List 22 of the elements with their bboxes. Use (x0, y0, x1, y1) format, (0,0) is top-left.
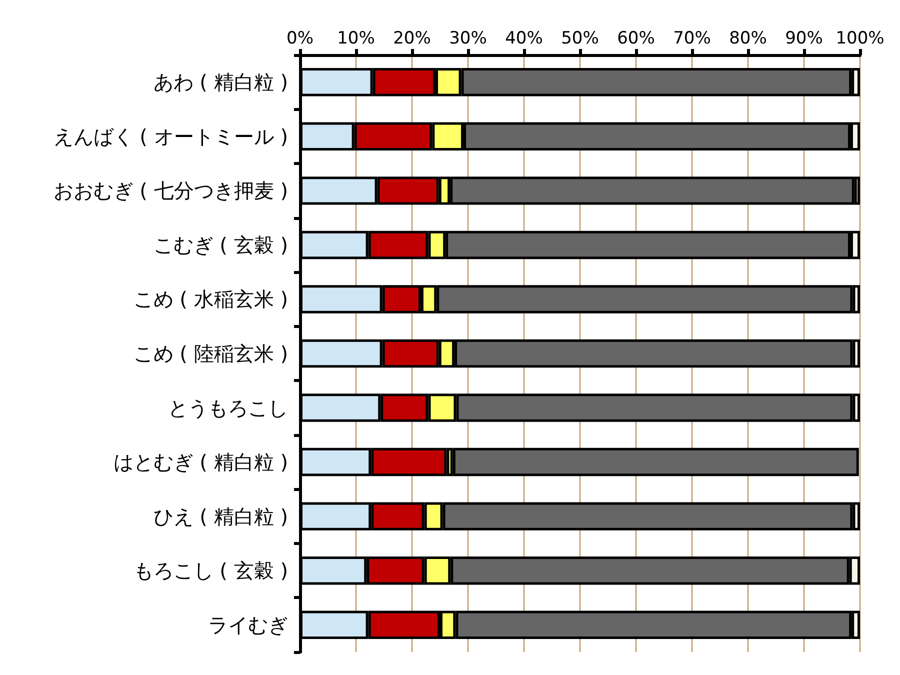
y-tick-label: おおむぎ ( 七分つき押麦 ) (53, 178, 288, 203)
x-tick-label: 50% (561, 28, 599, 48)
x-tick-label: 10% (337, 28, 375, 48)
x-tick-label: 60% (617, 28, 655, 48)
y-tick-label: えんばく ( オートミール ) (53, 124, 288, 148)
x-tick-label: 30% (449, 28, 487, 48)
x-tick-label: 80% (729, 28, 767, 48)
x-tick-label: 0% (286, 28, 314, 48)
x-tick-label: 20% (393, 28, 431, 48)
x-tick-label: 70% (673, 28, 711, 48)
x-tick-label: 90% (785, 28, 823, 48)
y-tick-label: とうもろこし (168, 396, 288, 420)
y-tick-label: こめ ( 水稲玄米 ) (133, 287, 288, 312)
y-tick-label: ライむぎ (208, 612, 288, 637)
y-tick-label: もろこし ( 玄穀 ) (133, 558, 288, 583)
y-tick-label: あわ ( 精白粒 ) (153, 70, 288, 94)
y-tick-label: こむぎ ( 玄穀 ) (153, 232, 288, 257)
y-tick-label: こめ ( 陸稲玄米 ) (133, 342, 288, 366)
x-tick-label: 100% (836, 28, 884, 48)
x-tick-label: 40% (505, 28, 543, 48)
y-tick-label: はとむぎ ( 精白粒 ) (113, 450, 288, 474)
y-tick-label: ひえ ( 精白粒 ) (153, 504, 288, 528)
